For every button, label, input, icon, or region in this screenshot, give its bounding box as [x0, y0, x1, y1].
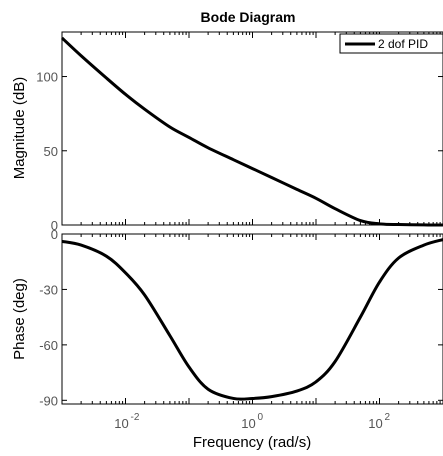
- magnitude-ytick-label: 50: [44, 144, 58, 159]
- legend: 2 dof PID: [339, 33, 443, 54]
- x-axis-label: Frequency (rad/s): [193, 434, 311, 451]
- phase-ytick-label: -30: [39, 282, 58, 297]
- magnitude-ylabel: Magnitude (dB): [11, 77, 28, 180]
- x-tick-labels: 10 -2 10 0 10 2: [114, 412, 390, 431]
- phase-panel: 0 -30 -60 -90 Phase (deg): [11, 227, 443, 408]
- x-tick-exponent: 0: [258, 412, 264, 423]
- legend-box: [339, 33, 443, 54]
- magnitude-plot-area: [61, 31, 443, 226]
- phase-ytick-label: 0: [51, 227, 58, 242]
- magnitude-ytick-label: 0: [51, 218, 58, 233]
- legend-entry-label: 2 dof PID: [378, 37, 428, 51]
- magnitude-series-line: [60, 36, 443, 227]
- phase-series-line: [61, 238, 443, 401]
- x-tick-label: 10: [241, 416, 255, 431]
- x-tick-exponent: 2: [385, 412, 391, 423]
- magnitude-ytick-label: 100: [36, 70, 58, 85]
- phase-plot-area: [61, 233, 443, 405]
- x-tick-label: 10: [368, 416, 382, 431]
- x-tick-exponent: -2: [131, 412, 140, 423]
- phase-ylabel: Phase (deg): [11, 278, 28, 360]
- phase-ytick-label: -90: [39, 393, 58, 408]
- phase-ytick-label: -60: [39, 338, 58, 353]
- phase-ticks: 0 -30 -60 -90: [39, 227, 443, 408]
- chart-title: Bode Diagram: [201, 9, 296, 25]
- magnitude-panel: 0 50 100 Magnitude (dB): [11, 31, 443, 233]
- magnitude-ticks: 0 50 100: [36, 32, 443, 233]
- x-tick-label: 10: [114, 416, 128, 431]
